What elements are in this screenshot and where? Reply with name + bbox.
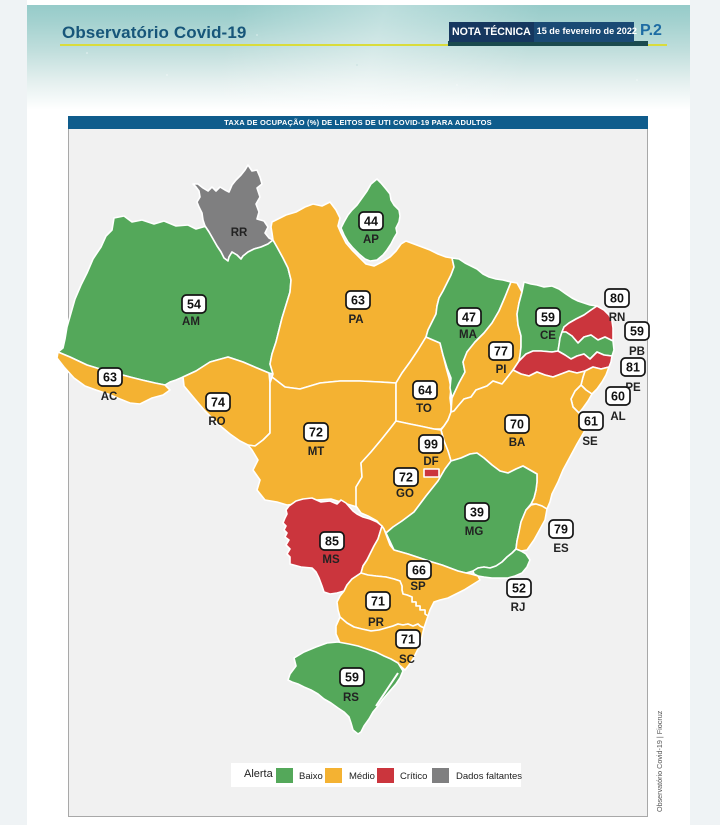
svg-text:TO: TO (416, 403, 432, 415)
svg-text:AC: AC (101, 391, 118, 403)
svg-text:PA: PA (348, 314, 363, 326)
svg-text:72: 72 (399, 471, 413, 485)
svg-text:60: 60 (611, 390, 625, 404)
svg-text:BA: BA (509, 437, 526, 449)
svg-text:RS: RS (343, 692, 359, 704)
svg-text:81: 81 (626, 361, 640, 375)
svg-text:99: 99 (424, 438, 438, 452)
svg-text:54: 54 (187, 298, 201, 312)
svg-text:59: 59 (630, 325, 644, 339)
svg-text:ES: ES (553, 543, 569, 555)
svg-text:80: 80 (610, 292, 624, 306)
svg-text:47: 47 (462, 311, 476, 325)
svg-text:63: 63 (351, 294, 365, 308)
svg-text:PI: PI (496, 364, 507, 376)
svg-text:RO: RO (208, 416, 225, 428)
svg-text:RN: RN (609, 312, 626, 324)
svg-text:44: 44 (364, 215, 378, 229)
svg-text:SP: SP (410, 581, 426, 593)
svg-text:71: 71 (401, 633, 415, 647)
svg-text:AM: AM (182, 316, 200, 328)
svg-text:MA: MA (459, 329, 477, 341)
svg-text:77: 77 (494, 345, 508, 359)
svg-text:AP: AP (363, 234, 379, 246)
svg-text:74: 74 (211, 396, 225, 410)
svg-text:66: 66 (412, 564, 426, 578)
svg-text:GO: GO (396, 488, 414, 500)
svg-text:70: 70 (510, 418, 524, 432)
svg-text:MT: MT (308, 446, 325, 458)
svg-text:PB: PB (629, 346, 645, 358)
svg-text:RJ: RJ (511, 602, 526, 614)
svg-text:SE: SE (582, 436, 598, 448)
svg-text:79: 79 (554, 523, 568, 537)
svg-text:CE: CE (540, 330, 556, 342)
svg-text:AL: AL (610, 411, 625, 423)
svg-text:PR: PR (368, 617, 385, 629)
svg-text:SC: SC (399, 654, 415, 666)
svg-text:RR: RR (231, 227, 248, 239)
svg-text:59: 59 (541, 311, 555, 325)
svg-text:64: 64 (418, 384, 432, 398)
svg-text:61: 61 (584, 415, 598, 429)
svg-text:85: 85 (325, 535, 339, 549)
svg-text:DF: DF (423, 456, 438, 468)
svg-text:MG: MG (465, 526, 484, 538)
svg-text:52: 52 (512, 582, 526, 596)
svg-text:72: 72 (309, 426, 323, 440)
svg-text:71: 71 (371, 595, 385, 609)
svg-text:63: 63 (103, 371, 117, 385)
svg-text:59: 59 (345, 671, 359, 685)
svg-text:39: 39 (470, 506, 484, 520)
svg-text:MS: MS (322, 554, 340, 566)
